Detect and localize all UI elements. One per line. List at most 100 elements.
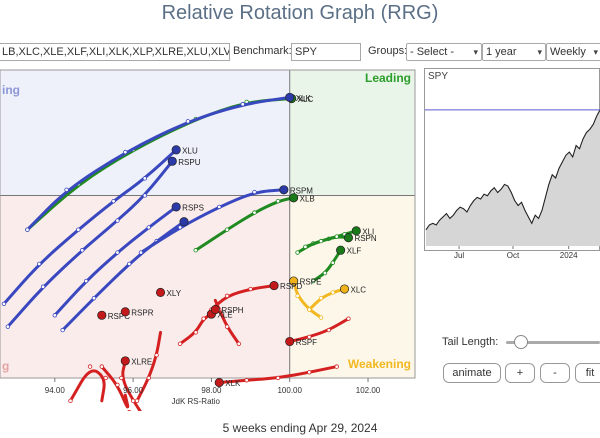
- head-point-xlu[interactable]: [171, 145, 181, 155]
- lagging-quadrant: [0, 195, 290, 378]
- zoom-in-button[interactable]: +: [505, 363, 535, 383]
- tail-length-label: Tail Length:: [442, 336, 499, 348]
- head-point-rsps[interactable]: [171, 202, 181, 212]
- series-tail-xlk: [217, 365, 339, 385]
- tail-point-xlre: [119, 375, 124, 381]
- fit-button[interactable]: fit: [575, 363, 600, 383]
- spy-price-area: [426, 109, 600, 246]
- tail-point-rsph: [224, 324, 230, 329]
- tail-point-xlu: [1, 301, 7, 307]
- period-select[interactable]: ▾ 1 year: [482, 43, 546, 61]
- head-label-xlk: XLK: [296, 94, 312, 103]
- tail-point-xlf: [330, 260, 335, 265]
- tail-point-xlc: [330, 290, 335, 295]
- head-label-rspu: RSPU: [178, 158, 200, 167]
- tail-point-xle: [193, 330, 198, 335]
- spy-x-tick-label: Jul: [454, 251, 464, 260]
- x-tick-label: 94.00: [45, 386, 66, 395]
- toolbar: LB,XLC,XLE,XLF,XLI,XLK,XLP,XLRE,XLU,XLV,…: [0, 42, 600, 62]
- tail-point-xlc: [307, 307, 312, 312]
- tail-point-xlu: [36, 261, 42, 267]
- tail-point-rspm: [138, 250, 144, 255]
- head-point-rspd[interactable]: [269, 281, 279, 291]
- symbols-input[interactable]: LB,XLC,XLE,XLF,XLI,XLK,XLP,XLRE,XLU,XLV,…: [0, 43, 230, 61]
- head-point-rspm[interactable]: [279, 185, 289, 195]
- chevron-down-icon: ▾: [473, 47, 478, 57]
- frequency-select-value: Weekly: [550, 46, 586, 58]
- improving-quadrant: [0, 70, 290, 196]
- spy-price-line: [425, 109, 600, 231]
- animate-button[interactable]: animate: [443, 363, 501, 383]
- head-label-rspd: RSPD: [280, 282, 302, 291]
- benchmark-input[interactable]: SPY: [291, 43, 361, 61]
- tail-point-xlc: [318, 295, 324, 301]
- benchmark-label: Benchmark:: [233, 45, 292, 57]
- tail-point-rspc: [68, 398, 73, 404]
- head-label-xlf: XLF: [347, 247, 362, 256]
- tail-point-rsph: [236, 341, 242, 346]
- head-point-xlb[interactable]: [289, 193, 299, 203]
- tail-point-xlk: [244, 378, 249, 383]
- groups-select[interactable]: ▾ - Select -: [406, 43, 482, 61]
- head-point-rspe[interactable]: [289, 276, 299, 286]
- head-point-rsph[interactable]: [210, 305, 220, 315]
- tail-point-xlk: [64, 187, 69, 192]
- head-point-rspr[interactable]: [120, 307, 130, 317]
- head-point-rspu[interactable]: [167, 156, 177, 166]
- frequency-select[interactable]: ▾ Weekly: [546, 43, 600, 61]
- head-label-xlb: XLB: [300, 194, 315, 203]
- groups-select-value: - Select -: [410, 46, 455, 58]
- tail-point-xlb: [275, 198, 281, 204]
- tail-point-xlk: [25, 227, 30, 232]
- chevron-down-icon: ▾: [537, 47, 542, 57]
- head-point-xlk[interactable]: [285, 92, 295, 102]
- head-label-xlk: XLK: [225, 379, 241, 388]
- tail-point-rspu: [40, 284, 46, 289]
- series-tail-rspr: [100, 365, 130, 409]
- tail-length-slider-handle[interactable]: [514, 335, 529, 349]
- tail-point-xle: [201, 316, 206, 321]
- tail-length-slider[interactable]: [506, 341, 600, 344]
- spy-chart-title: SPY: [428, 71, 448, 82]
- head-point-xly[interactable]: [155, 287, 166, 297]
- zoom-out-button[interactable]: -: [540, 363, 570, 383]
- tail-point-rspc: [87, 364, 93, 369]
- tail-point-xlb: [252, 210, 257, 215]
- groups-label: Groups:: [368, 45, 408, 57]
- tail-point-rspr: [99, 364, 104, 369]
- head-label-rspf: RSPF: [296, 338, 317, 347]
- head-point-xli[interactable]: [351, 226, 361, 236]
- tail-point-rspr: [127, 410, 132, 411]
- head-label-rsps: RSPS: [182, 203, 204, 212]
- page-title: Relative Rotation Graph (RRG): [161, 2, 439, 24]
- head-point-xlre[interactable]: [120, 356, 130, 366]
- x-tick-label: 96.00: [123, 386, 144, 395]
- x-tick-label: 100.00: [277, 386, 302, 395]
- improving-quadrant-label: ing: [2, 83, 20, 97]
- head-point-rspn[interactable]: [343, 233, 353, 243]
- head-point-unlabeled[interactable]: [179, 217, 189, 227]
- tail-point-xlf: [322, 270, 328, 276]
- series-tail-rspm: [139, 188, 286, 255]
- series-tail-rspc: [68, 369, 106, 403]
- tail-point-rspm: [252, 189, 257, 195]
- tail-point-rspn: [303, 244, 308, 250]
- head-point-rspf[interactable]: [285, 336, 295, 347]
- head-label-rspn: RSPN: [354, 234, 376, 243]
- tail-point-rsps: [115, 250, 120, 255]
- weakening-quadrant-label: Weakening: [348, 357, 411, 371]
- tail-point-rspm: [217, 204, 222, 210]
- tail-point-rspd: [248, 286, 253, 292]
- tail-point-xlb: [224, 227, 230, 232]
- head-label-xlc: XLC: [298, 95, 314, 104]
- tail-point-xli: [295, 250, 300, 255]
- spy-x-tick-label: Oct: [507, 251, 520, 260]
- tail-point-xly: [154, 352, 159, 358]
- leading-quadrant: [289, 70, 415, 196]
- head-point-xlc[interactable]: [339, 284, 350, 294]
- head-label-xli: XLI: [362, 227, 374, 236]
- head-point-xlf[interactable]: [336, 245, 346, 255]
- head-point-xlk[interactable]: [214, 378, 224, 388]
- head-point-rspc[interactable]: [97, 310, 107, 320]
